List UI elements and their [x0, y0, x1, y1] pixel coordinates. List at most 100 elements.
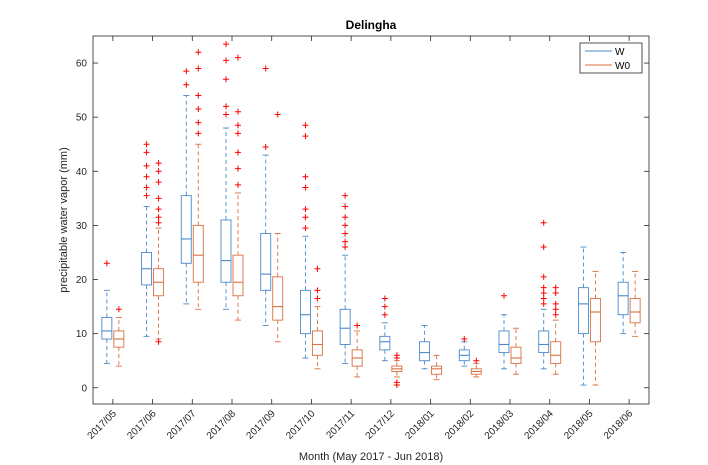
- y-tick-label: 0: [81, 383, 87, 394]
- iqr-box: [232, 254, 244, 297]
- outlier-marker: [143, 149, 150, 156]
- outlier-marker: [540, 300, 547, 307]
- outlier-marker: [342, 230, 349, 237]
- y-axis-label: precipitable water vapor (mm): [58, 147, 70, 293]
- outlier-marker: [195, 49, 202, 56]
- outlier-marker: [195, 119, 202, 126]
- outlier-marker: [143, 162, 150, 169]
- outlier-marker: [461, 336, 468, 343]
- outlier-marker: [540, 290, 547, 297]
- outlier-marker: [342, 244, 349, 251]
- outlier-marker: [223, 111, 229, 118]
- iqr-box: [538, 330, 550, 354]
- iqr-box: [180, 195, 192, 264]
- outlier-marker: [155, 179, 162, 186]
- outlier-marker: [195, 130, 202, 137]
- iqr-box: [272, 276, 284, 321]
- outlier-marker: [302, 122, 309, 129]
- plot-area: [93, 36, 649, 404]
- outlier-marker: [540, 219, 547, 226]
- outlier-marker: [501, 292, 507, 299]
- box-w-2017-12: [379, 295, 391, 362]
- iqr-box: [510, 346, 522, 364]
- outlier-marker: [155, 168, 162, 175]
- outlier-marker: [552, 311, 559, 318]
- outlier-marker: [473, 357, 480, 364]
- box-w-2018-05: [577, 246, 589, 386]
- outlier-marker: [195, 65, 202, 72]
- box-w0-2017-05: [113, 306, 125, 367]
- y-tick-label: 50: [76, 113, 88, 124]
- iqr-box: [419, 341, 431, 362]
- box-w-2018-03: [498, 292, 510, 370]
- outlier-marker: [235, 54, 241, 61]
- outlier-marker: [223, 41, 229, 48]
- outlier-marker: [381, 303, 388, 310]
- iqr-box: [101, 316, 113, 340]
- iqr-box: [311, 330, 323, 356]
- box-w-2017-08: [220, 41, 232, 310]
- outlier-marker: [393, 352, 400, 359]
- legend-label-w: W: [615, 47, 625, 58]
- outlier-marker: [183, 81, 190, 88]
- outlier-marker: [342, 238, 349, 245]
- iqr-box: [260, 233, 272, 291]
- outlier-marker: [552, 306, 559, 313]
- outlier-marker: [195, 106, 202, 113]
- outlier-marker: [103, 260, 110, 267]
- y-tick-label: 10: [76, 329, 88, 340]
- outlier-marker: [540, 273, 547, 280]
- box-w0-2018-06: [629, 270, 641, 337]
- iqr-box: [431, 365, 443, 375]
- box-w0-2018-02: [470, 357, 482, 378]
- iqr-box: [550, 341, 562, 364]
- outlier-marker: [155, 214, 162, 221]
- outlier-marker: [143, 173, 150, 180]
- outlier-marker: [342, 214, 349, 221]
- outlier-marker: [183, 68, 190, 75]
- outlier-marker: [143, 184, 150, 191]
- iqr-box: [617, 281, 629, 316]
- outlier-marker: [540, 284, 547, 291]
- box-w0-2017-08: [232, 54, 244, 321]
- outlier-marker: [155, 206, 162, 213]
- box-w-2018-06: [617, 252, 629, 335]
- box-w0-2017-12: [391, 352, 403, 389]
- outlier-marker: [302, 214, 309, 221]
- box-w-2017-06: [141, 141, 153, 337]
- legend: W W0: [579, 42, 643, 74]
- outlier-marker: [314, 287, 321, 294]
- outlier-marker: [155, 195, 162, 202]
- y-tick-label: 20: [76, 275, 88, 286]
- y-tick-labels: 0 10 20 30 40 50 60: [76, 59, 88, 395]
- iqr-box: [220, 219, 232, 283]
- x-axis-label: Month (May 2017 - Jun 2018): [299, 451, 443, 463]
- outlier-marker: [235, 108, 241, 115]
- box-w-2018-01: [419, 325, 431, 370]
- box-w-2018-02: [458, 336, 470, 367]
- box-w0-2017-10: [311, 265, 323, 370]
- outlier-marker: [155, 338, 162, 345]
- outlier-marker: [314, 295, 321, 302]
- iqr-box: [379, 335, 391, 351]
- outlier-marker: [354, 322, 361, 329]
- axes-frame: [92, 35, 650, 405]
- outlier-marker: [540, 295, 547, 302]
- legend-label-w0: W0: [615, 61, 630, 72]
- outlier-marker: [274, 111, 281, 118]
- chart-title: Delingha: [346, 18, 397, 32]
- outlier-marker: [302, 184, 309, 191]
- box-w0-2017-11: [351, 322, 363, 378]
- outlier-marker: [552, 284, 559, 291]
- box-w-2017-10: [299, 122, 311, 359]
- outlier-marker: [342, 192, 349, 199]
- outlier-marker: [393, 379, 400, 386]
- outlier-marker: [155, 160, 162, 167]
- outlier-marker: [262, 143, 269, 150]
- outlier-marker: [235, 149, 241, 156]
- iqr-box: [577, 287, 589, 335]
- box-w0-2018-03: [510, 327, 522, 375]
- box-w0-2018-04: [550, 284, 562, 375]
- outlier-marker: [302, 225, 309, 232]
- outlier-marker: [143, 141, 150, 148]
